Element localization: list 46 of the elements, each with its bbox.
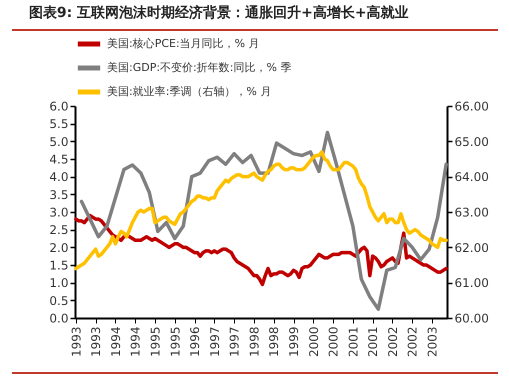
y2-tick-label: 61.00 xyxy=(454,276,489,290)
y-tick-label: 5.0 xyxy=(49,134,68,149)
x-tick-label: 1998 xyxy=(267,326,282,358)
x-tick-label: 1995 xyxy=(168,326,182,358)
x-tick-label: 1998 xyxy=(247,326,262,358)
y-tick-label: 6.0 xyxy=(49,100,68,114)
legend-label: 美国:就业率:季调（右轴），% 月 xyxy=(107,85,272,98)
y2-tick-label: 66.00 xyxy=(454,100,489,114)
y2-tick-label: 60.00 xyxy=(454,312,489,326)
y-tick-label: 2.5 xyxy=(49,223,68,238)
x-tick-label: 2002 xyxy=(406,326,420,358)
x-tick-label: 1997 xyxy=(208,326,222,358)
x-tick-label: 2003 xyxy=(426,326,440,358)
y-tick-label: 5.5 xyxy=(49,117,68,132)
y2-tick-label: 65.00 xyxy=(454,134,489,149)
x-tick-label: 1994 xyxy=(108,326,123,358)
line-series xyxy=(74,214,448,286)
y-tick-label: 1.0 xyxy=(49,276,68,290)
x-tick-label: 2001 xyxy=(346,326,360,358)
y-tick-label: 2.0 xyxy=(49,240,68,255)
x-tick-label: 1994 xyxy=(128,326,143,358)
y-tick-label: 3.5 xyxy=(49,188,68,202)
line-series xyxy=(74,150,448,270)
x-tick-label: 2002 xyxy=(386,326,400,358)
x-tick-label: 1997 xyxy=(228,326,242,358)
y-tick-label: 1.5 xyxy=(49,258,68,272)
y-tick-label: 0.0 xyxy=(49,312,68,326)
x-tick-label: 2000 xyxy=(326,326,341,358)
y-tick-label: 4.0 xyxy=(49,170,68,184)
x-tick-label: 1996 xyxy=(188,326,202,358)
x-tick-label: 1993 xyxy=(89,326,104,358)
y2-tick-label: 63.00 xyxy=(454,206,489,220)
x-tick-label: 1999 xyxy=(287,326,302,358)
legend-label: 美国:GDP:不变价:折年数:同比，% 季 xyxy=(107,61,292,74)
legend-label: 美国:核心PCE:当月同比，% 月 xyxy=(107,37,260,50)
y2-tick-label: 62.00 xyxy=(454,240,489,255)
x-tick-label: 1995 xyxy=(148,326,162,358)
x-tick-label: 2001 xyxy=(366,326,380,358)
x-tick-label: 2000 xyxy=(306,326,321,358)
y2-tick-label: 64.00 xyxy=(454,170,489,184)
y-tick-label: 0.5 xyxy=(49,294,68,308)
x-tick-label: 1993 xyxy=(69,326,84,358)
chart-title: 图表9: 互联网泡沫时期经济背景：通胀回升+高增长+高就业 xyxy=(28,4,409,21)
y-tick-label: 3.0 xyxy=(49,206,68,220)
line-series xyxy=(80,130,448,311)
y-tick-label: 4.5 xyxy=(49,152,68,166)
